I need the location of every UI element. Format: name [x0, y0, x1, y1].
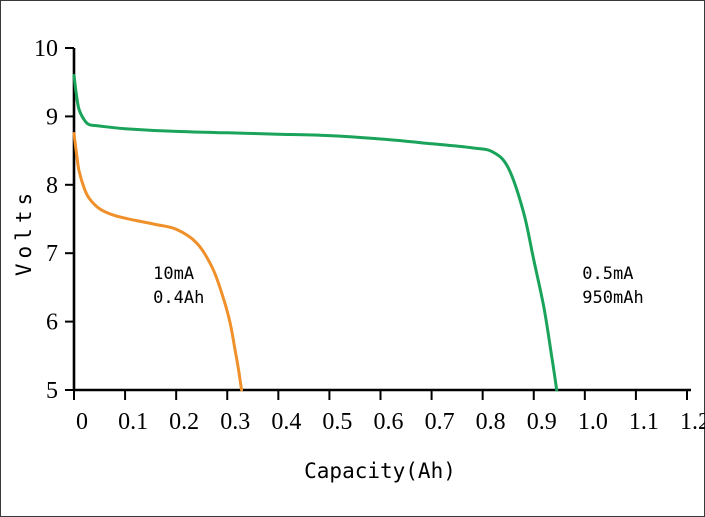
x-tick-label: 0.2: [169, 409, 199, 435]
x-tick-label: 1.2: [680, 409, 705, 435]
x-tick-label: 0.6: [374, 409, 404, 435]
annotation-line: 10mA: [153, 264, 194, 284]
series-layer: [72, 73, 559, 392]
x-tick-label: 0.1: [118, 409, 148, 435]
axes: 0 0.1 0.2 0.3 0.4 0.5 0.6 0.7 0.8 0.9 1.0 1.1 1.2 5 6 7…: [34, 36, 705, 435]
y-tick-label: 8: [46, 173, 58, 199]
x-tick-label: 0.9: [527, 409, 557, 435]
y-axis-title: Volts: [12, 188, 36, 276]
y-tick-label: 9: [46, 104, 58, 130]
annotation-line: 950mAh: [582, 288, 643, 308]
curve-annotation: 10mA 0.4Ah: [153, 264, 204, 308]
x-tick-label: 1.1: [629, 409, 659, 435]
y-axis-title-group: Volts: [12, 188, 36, 276]
series-line-1: [72, 73, 559, 392]
series-line-2: [72, 132, 244, 392]
x-tick-label: 0.5: [322, 409, 352, 435]
x-tick-label: 0.7: [425, 409, 455, 435]
x-tick-label: 0.4: [271, 409, 301, 435]
x-tick-label: 0.8: [476, 409, 506, 435]
x-tick-label: 0: [76, 409, 88, 435]
x-tick-label: 0.3: [220, 409, 250, 435]
x-axis-title: Capacity(Ah): [304, 459, 456, 483]
annotation-layer: 10mA 0.4Ah 0.5mA 950mAh: [153, 264, 644, 308]
x-tick-label: 1.0: [578, 409, 608, 435]
annotation-line: 0.5mA: [582, 264, 633, 284]
annotation-line: 0.4Ah: [153, 288, 204, 308]
y-tick-label: 6: [46, 310, 58, 336]
y-tick-label: 5: [46, 378, 58, 404]
y-tick-label: 7: [46, 241, 58, 267]
curve-annotation: 0.5mA 950mAh: [582, 264, 643, 308]
y-tick-label: 10: [34, 36, 58, 62]
